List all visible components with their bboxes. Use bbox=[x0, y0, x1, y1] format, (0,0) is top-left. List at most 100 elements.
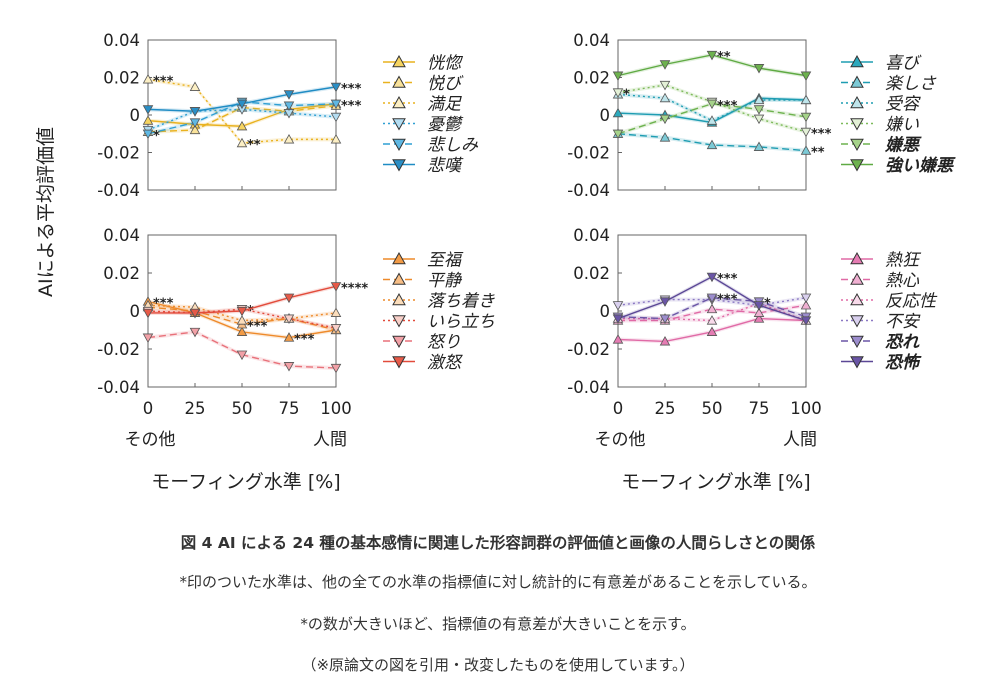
data-point bbox=[142, 73, 154, 84]
series-恐怖: *** 恐怖 bbox=[612, 272, 922, 373]
y-tick-label: 0 bbox=[130, 106, 141, 125]
legend-marker bbox=[392, 356, 406, 369]
significance-marker: *** bbox=[341, 82, 362, 97]
data-point bbox=[706, 272, 718, 283]
data-point bbox=[659, 335, 671, 346]
data-point bbox=[659, 114, 671, 125]
data-point bbox=[189, 327, 201, 338]
y-tick-label: -0.02 bbox=[97, 144, 140, 163]
data-point bbox=[330, 324, 342, 334]
legend-marker bbox=[392, 292, 406, 306]
legend-label: 激怒 bbox=[427, 353, 463, 373]
data-point bbox=[706, 115, 718, 125]
data-point bbox=[753, 64, 765, 74]
y-tick-label: 0 bbox=[600, 302, 611, 321]
series-嫌悪: *** 嫌悪 bbox=[612, 99, 922, 156]
data-point bbox=[659, 314, 671, 325]
data-point bbox=[330, 82, 342, 93]
data-point bbox=[753, 313, 765, 323]
y-tick-label: 0.04 bbox=[103, 226, 140, 245]
legend-marker bbox=[850, 315, 864, 328]
legend-label: 悦び bbox=[427, 74, 464, 94]
data-point bbox=[283, 101, 295, 112]
y-tick-label: 0 bbox=[130, 302, 141, 321]
data-point bbox=[189, 81, 201, 91]
data-point bbox=[283, 332, 295, 342]
data-point bbox=[283, 90, 295, 100]
legend-marker bbox=[850, 138, 864, 152]
panel-top-left: 0.040.020-0.02-0.04恍惚悦び*****満足憂鬱****悲しみ*… bbox=[97, 31, 479, 200]
legend-label: 恍惚 bbox=[427, 54, 464, 74]
significance-marker: * bbox=[764, 297, 771, 312]
series-line bbox=[617, 93, 806, 122]
data-point bbox=[283, 293, 295, 304]
x-tick-label: 0 bbox=[143, 399, 154, 418]
significance-marker: *** bbox=[717, 293, 738, 308]
series-嫌い: **** 嫌い bbox=[612, 80, 919, 142]
data-point bbox=[800, 127, 812, 138]
data-point bbox=[236, 120, 248, 131]
y-tick-label: -0.04 bbox=[567, 181, 610, 200]
x-tick-label: 75 bbox=[749, 399, 770, 418]
data-point bbox=[330, 133, 342, 144]
legend-marker bbox=[392, 251, 406, 265]
series-熱狂: 熱狂 bbox=[612, 251, 922, 346]
caption-note-asterisks: *の数が大きいほど、指標値の有意差が大きいことを示す。 bbox=[300, 615, 696, 633]
significance-marker: *** bbox=[247, 319, 268, 334]
data-point bbox=[236, 350, 248, 361]
y-tick-label: 0.02 bbox=[573, 264, 610, 283]
data-point bbox=[706, 50, 718, 61]
data-point bbox=[800, 112, 812, 123]
legend-label: 恐怖 bbox=[885, 353, 922, 373]
legend-marker bbox=[850, 335, 864, 349]
y-tick-label: -0.02 bbox=[567, 340, 610, 359]
data-point bbox=[142, 115, 154, 125]
y-tick-label: 0 bbox=[600, 106, 611, 125]
series-悲嘆: ***悲嘆 bbox=[142, 82, 464, 176]
data-point bbox=[706, 99, 718, 110]
data-point bbox=[330, 99, 342, 110]
y-tick-label: 0.04 bbox=[103, 31, 140, 50]
data-point bbox=[612, 334, 624, 344]
data-point bbox=[800, 299, 812, 310]
data-point bbox=[142, 105, 154, 115]
legend-marker bbox=[850, 251, 864, 265]
data-point bbox=[612, 107, 624, 118]
legend-label: 受容 bbox=[885, 95, 921, 115]
significance-marker: * bbox=[623, 88, 630, 103]
series-line bbox=[617, 297, 807, 307]
data-point bbox=[753, 307, 765, 317]
data-point bbox=[142, 333, 154, 344]
y-tick-label: 0.02 bbox=[103, 264, 140, 283]
legend-marker bbox=[392, 138, 406, 152]
series-強い嫌悪: ** 強い嫌悪 bbox=[612, 50, 956, 176]
data-point bbox=[236, 326, 248, 336]
error-band bbox=[148, 77, 336, 146]
data-point bbox=[283, 314, 295, 325]
legend-label: 反応性 bbox=[885, 292, 938, 312]
series-line bbox=[617, 84, 807, 133]
x-endpoint-label-human: 人間 bbox=[313, 430, 347, 450]
error-band bbox=[148, 284, 336, 315]
data-point bbox=[659, 297, 671, 307]
legend-label: 嫌い bbox=[885, 115, 919, 135]
x-endpoint-label-other: その他 bbox=[595, 430, 646, 450]
data-point bbox=[189, 308, 201, 319]
legend-marker bbox=[392, 272, 406, 285]
error-band bbox=[148, 329, 336, 370]
data-point bbox=[189, 124, 201, 135]
data-point bbox=[189, 118, 201, 128]
series-楽しさ: ** 楽しさ bbox=[612, 74, 937, 161]
significance-marker: ** bbox=[811, 146, 825, 161]
x-endpoint-label-human: 人間 bbox=[783, 430, 817, 450]
legend-label: 熱狂 bbox=[885, 251, 922, 271]
significance-marker: *** bbox=[717, 99, 738, 114]
significance-marker: ** bbox=[247, 138, 261, 153]
x-endpoint-label-other: その他 bbox=[125, 430, 176, 450]
significance-marker: *** bbox=[153, 74, 174, 89]
data-point bbox=[283, 362, 295, 372]
y-tick-label: 0.04 bbox=[573, 31, 610, 50]
